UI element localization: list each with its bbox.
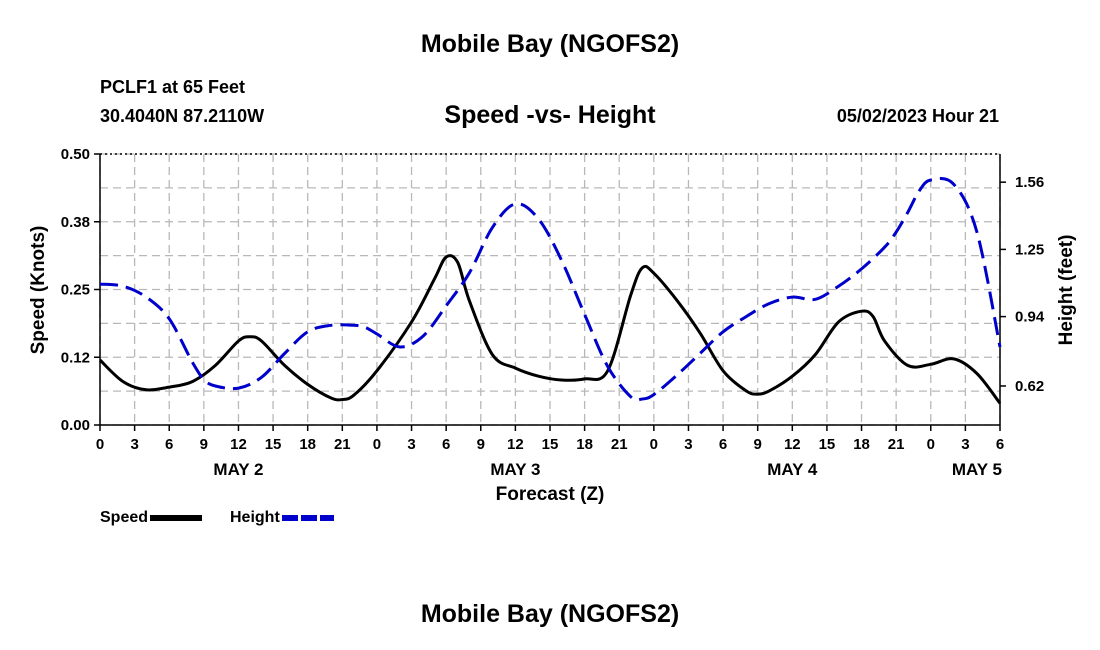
x-tick-label: 21 [611, 436, 628, 453]
date-label: MAY 4 [767, 460, 818, 479]
legend-height: Height [230, 509, 334, 527]
x-tick-label: 3 [130, 436, 138, 453]
x-tick-label: 3 [961, 436, 969, 453]
legend-height-label: Height [230, 509, 280, 526]
y-tick-label: 0.50 [61, 146, 90, 163]
forecast-timestamp: 05/02/2023 Hour 21 [836, 106, 999, 126]
x-tick-label: 6 [719, 436, 727, 453]
y2-tick-label: 1.25 [1015, 241, 1044, 258]
x-tick-label: 12 [230, 436, 247, 453]
axes: 0 3 6 9 12 15 18 21 0 3 6 9 12 15 18 21 0 3 6 9 12 15 18 21 0 3 6 M… [61, 146, 1045, 479]
station-label: PCLF1 at 65 Feet [100, 77, 246, 97]
legend-speed-label: Speed [100, 509, 149, 526]
date-label: MAY 5 [952, 460, 1002, 479]
x-tick-label: 0 [96, 436, 104, 453]
speed-series-line [98, 254, 1002, 405]
y2-tick-label: 0.62 [1015, 378, 1044, 395]
x-tick-label: 18 [576, 436, 593, 453]
chart-subtitle: Speed -vs- Height [444, 101, 656, 129]
x-tick-label: 15 [265, 436, 282, 453]
y-tick-label: 0.00 [61, 417, 90, 434]
x-tick-label: 12 [784, 436, 801, 453]
legend-speed: Speed [100, 509, 203, 527]
height-series-line [99, 177, 1002, 402]
x-tick-label: 6 [442, 436, 450, 453]
grid [99, 153, 1001, 426]
x-tick-label: 0 [927, 436, 935, 453]
y2-axis-label: Height (feet) [1056, 235, 1077, 346]
y2-tick-label: 1.56 [1015, 174, 1044, 191]
x-tick-label: 3 [684, 436, 692, 453]
legend-speed-swatch [150, 514, 203, 521]
y-tick-label: 0.12 [61, 349, 90, 366]
date-label: MAY 3 [490, 460, 540, 479]
x-tick-label: 9 [200, 436, 208, 453]
x-tick-label: 0 [650, 436, 658, 453]
x-tick-label: 3 [407, 436, 415, 453]
date-label: MAY 2 [213, 460, 263, 479]
x-tick-label: 12 [507, 436, 524, 453]
x-tick-label: 0 [373, 436, 381, 453]
y2-tick-label: 0.94 [1015, 309, 1045, 326]
x-axis-label: Forecast (Z) [496, 484, 605, 505]
x-tick-label: 6 [165, 436, 173, 453]
x-tick-label: 15 [819, 436, 836, 453]
x-tick-label: 15 [542, 436, 559, 453]
x-tick-label: 9 [477, 436, 485, 453]
x-tick-label: 18 [299, 436, 316, 453]
y-tick-label: 0.25 [61, 282, 90, 299]
station-coordinates: 30.4040N 87.2110W [100, 106, 265, 126]
legend-height-swatch [281, 514, 334, 521]
y-tick-label: 0.38 [61, 214, 90, 231]
x-tick-label: 21 [334, 436, 351, 453]
x-tick-label: 18 [853, 436, 870, 453]
x-tick-label: 9 [754, 436, 762, 453]
footer-title: Mobile Bay (NGOFS2) [420, 600, 680, 628]
chart-title: Mobile Bay (NGOFS2) [420, 30, 680, 58]
x-tick-label: 21 [888, 436, 905, 453]
y-axis-label: Speed (Knots) [28, 226, 49, 355]
series [98, 177, 1002, 405]
x-tick-label: 6 [996, 436, 1004, 453]
